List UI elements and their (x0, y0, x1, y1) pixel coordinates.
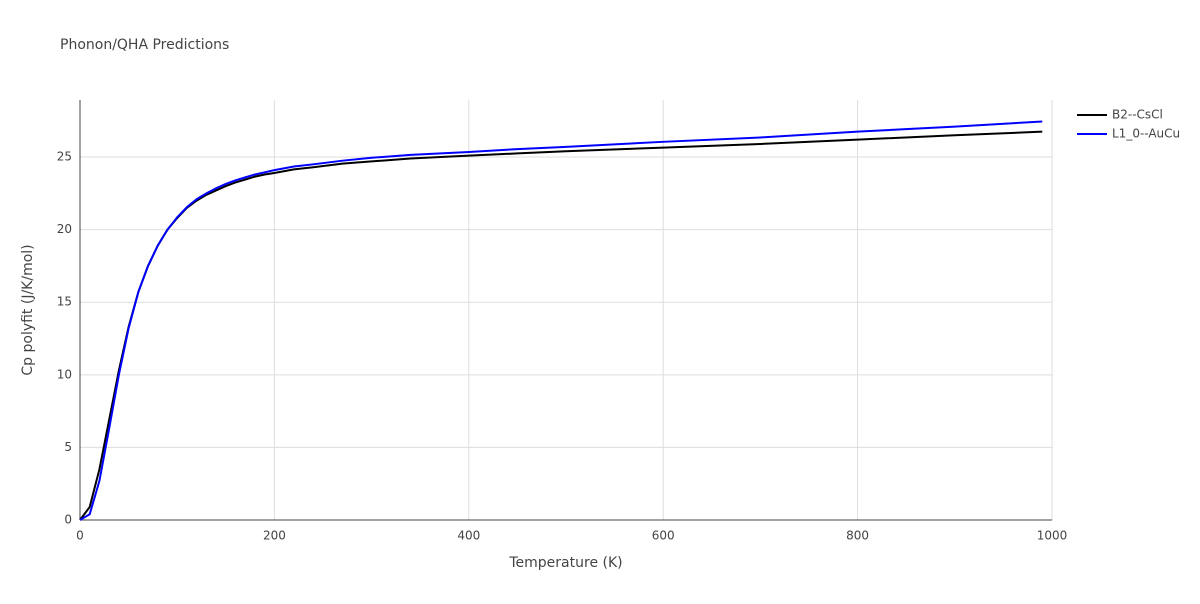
x-tick-label: 200 (263, 529, 286, 543)
x-tick-label: 600 (652, 529, 675, 543)
y-tick-label: 0 (64, 513, 72, 527)
line-series (79, 120, 1043, 521)
x-tick-label: 0 (76, 529, 84, 543)
legend-label: L1_0--AuCu (1112, 127, 1180, 141)
x-axis-title: Temperature (K) (508, 555, 622, 571)
y-tick-label: 15 (57, 295, 72, 309)
y-tick-label: 5 (64, 440, 72, 454)
x-tick-label: 1000 (1037, 529, 1068, 543)
y-tick-label: 10 (57, 367, 72, 381)
legend-label: B2--CsCl (1112, 108, 1163, 122)
chart-title: Phonon/QHA Predictions (60, 37, 229, 53)
y-tick-label: 25 (57, 150, 72, 164)
x-tick-label: 800 (846, 529, 869, 543)
y-tick-label: 20 (57, 222, 72, 236)
y-axis-title: Cp polyfit (J/K/mol) (20, 244, 36, 375)
line-series (79, 130, 1043, 521)
x-tick-label: 400 (457, 529, 480, 543)
